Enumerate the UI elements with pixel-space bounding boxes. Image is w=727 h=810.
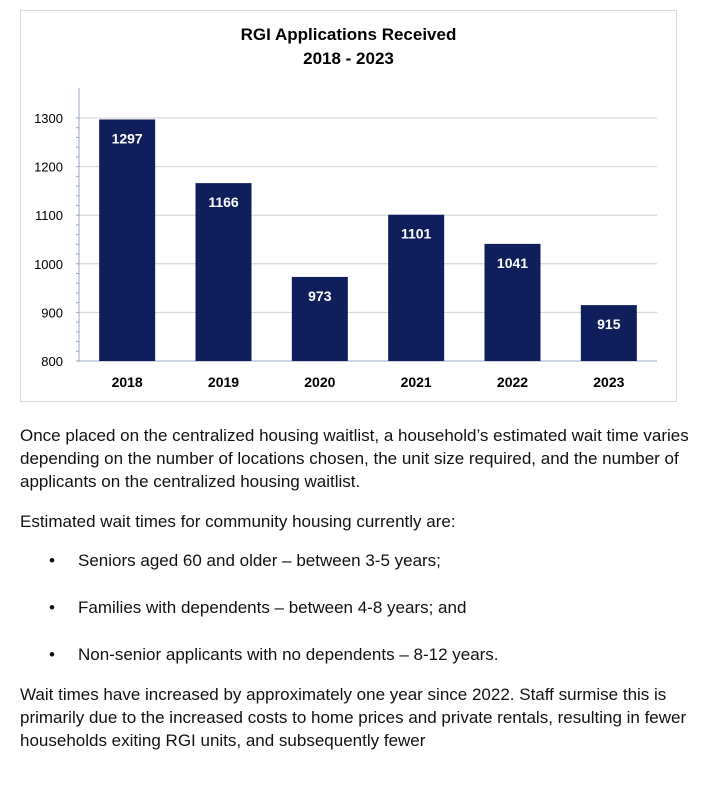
bullet-item: • Non-senior applicants with no dependen… — [20, 643, 720, 666]
chart-subtitle: 2018 - 2023 — [303, 49, 394, 68]
y-tick-label: 1100 — [35, 208, 63, 223]
y-tick-label: 900 — [41, 305, 63, 320]
bullet-icon: • — [49, 551, 55, 570]
x-tick-label: 2021 — [401, 374, 432, 390]
bar-value-label: 1297 — [112, 130, 143, 146]
bullet-icon: • — [49, 598, 55, 617]
x-tick-label: 2022 — [497, 374, 528, 390]
bullet-item: • Seniors aged 60 and older – between 3-… — [20, 549, 720, 572]
bar-value-label: 1101 — [401, 226, 432, 242]
x-tick-label: 2018 — [112, 374, 143, 390]
bullet-text-seniors: Seniors aged 60 and older – between 3-5 … — [78, 551, 441, 570]
y-tick-label: 1200 — [34, 160, 63, 175]
paragraph-wait-increase: Wait times have increased by approximate… — [20, 685, 687, 750]
bar-value-label: 915 — [597, 316, 621, 332]
x-tick-label: 2019 — [208, 374, 239, 390]
bar — [484, 243, 541, 361]
y-tick-label: 800 — [41, 354, 63, 369]
bar — [99, 119, 156, 361]
bullet-icon: • — [49, 645, 55, 664]
chart-title: RGI Applications Received — [240, 25, 457, 44]
bar — [195, 183, 252, 361]
bullet-item: • Families with dependents – between 4-8… — [20, 596, 720, 619]
bar-value-label: 1041 — [497, 255, 528, 271]
bar-value-label: 973 — [308, 288, 332, 304]
x-tick-label: 2020 — [304, 374, 335, 390]
x-tick-label: 2023 — [593, 374, 624, 390]
bar-chart: RGI Applications Received 2018 - 2023 80… — [20, 10, 677, 402]
bar — [291, 276, 348, 361]
bullet-text-non-senior: Non-senior applicants with no dependents… — [78, 645, 499, 664]
bar — [580, 305, 637, 361]
paragraph-wait-time: Once placed on the centralized housing w… — [20, 426, 689, 491]
paragraph-estimated-wait: Estimated wait times for community housi… — [20, 512, 456, 531]
bar — [388, 214, 445, 361]
chart-plot-area: 800 900 1000 1100 1200 1300 1297 2018 1166 2019 97… — [34, 88, 657, 390]
y-tick-label: 1000 — [34, 257, 63, 272]
bar-value-label: 1166 — [208, 194, 239, 210]
bullet-text-families: Families with dependents – between 4-8 y… — [78, 598, 467, 617]
body-text: Once placed on the centralized housing w… — [20, 424, 720, 752]
y-tick-label: 1300 — [34, 111, 63, 126]
